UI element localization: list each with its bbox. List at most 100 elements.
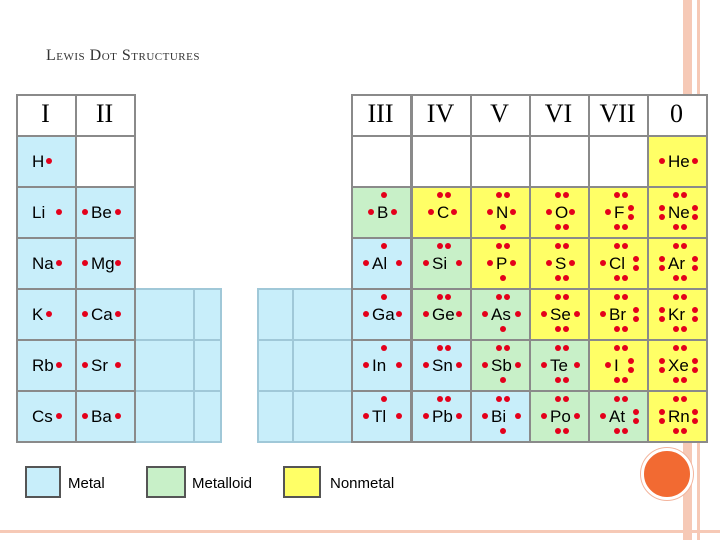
- valence-electron-dot: [621, 396, 628, 402]
- empty-cell: [411, 135, 472, 188]
- valence-electron-dot: [115, 260, 121, 266]
- element-symbol: Kr: [668, 305, 685, 324]
- element-cell-rn: [647, 390, 708, 443]
- valence-electron-dot: [444, 243, 451, 249]
- valence-electron-dot: [503, 396, 510, 402]
- valence-electron-dot: [423, 260, 429, 266]
- valence-electron-dot: [692, 214, 698, 220]
- valence-electron-dot: [115, 209, 121, 215]
- valence-electron-dot: [396, 362, 402, 368]
- valence-electron-dot: [444, 345, 451, 351]
- valence-electron-dot: [680, 326, 687, 332]
- valence-electron-dot: [499, 428, 506, 434]
- group-header-label: VI: [544, 99, 573, 128]
- valence-electron-dot: [692, 205, 698, 211]
- valence-electron-dot: [46, 158, 52, 164]
- valence-electron-dot: [692, 265, 698, 271]
- valence-electron-dot: [633, 418, 639, 424]
- valence-electron-dot: [574, 311, 580, 317]
- element-symbol: Si: [432, 254, 448, 273]
- element-symbol: Xe: [668, 356, 689, 375]
- valence-electron-dot: [562, 294, 569, 300]
- valence-electron-dot: [423, 311, 429, 317]
- valence-electron-dot: [659, 205, 665, 211]
- element-symbol: Be: [91, 203, 112, 222]
- element-symbol: Rn: [668, 407, 690, 426]
- valence-electron-dot: [451, 209, 457, 215]
- element-symbol: At: [609, 407, 626, 426]
- valence-electron-dot: [499, 275, 506, 281]
- transition-metal-cell: [193, 288, 222, 341]
- group-header-label: V: [490, 99, 509, 128]
- element-symbol: Br: [609, 305, 626, 324]
- element-symbol: O: [555, 203, 569, 222]
- valence-electron-dot: [554, 243, 561, 249]
- valence-electron-dot: [613, 345, 620, 351]
- valence-electron-dot: [628, 214, 634, 220]
- valence-electron-dot: [680, 396, 687, 402]
- valence-electron-dot: [396, 413, 402, 419]
- element-cell-li: [16, 186, 77, 239]
- valence-electron-dot: [380, 192, 387, 198]
- valence-electron-dot: [546, 209, 552, 215]
- valence-electron-dot: [659, 358, 665, 364]
- valence-electron-dot: [396, 260, 402, 266]
- transition-metal-cell: [193, 339, 222, 392]
- valence-electron-dot: [82, 413, 88, 419]
- valence-electron-dot: [495, 345, 502, 351]
- valence-electron-dot: [495, 243, 502, 249]
- valence-electron-dot: [562, 243, 569, 249]
- valence-electron-dot: [680, 377, 687, 383]
- valence-electron-dot: [515, 311, 521, 317]
- valence-electron-dot: [363, 260, 369, 266]
- valence-electron-dot: [554, 326, 561, 332]
- transition-metal-cell: [134, 339, 195, 392]
- element-symbol: As: [491, 305, 511, 324]
- legend-swatch-nonmetal: [283, 466, 321, 498]
- valence-electron-dot: [82, 260, 88, 266]
- valence-electron-dot: [633, 409, 639, 415]
- valence-electron-dot: [562, 396, 569, 402]
- valence-electron-dot: [487, 260, 493, 266]
- element-symbol: Cl: [609, 254, 626, 273]
- element-symbol: Na: [32, 254, 54, 273]
- valence-electron-dot: [628, 205, 634, 211]
- valence-electron-dot: [562, 377, 569, 383]
- valence-electron-dot: [621, 345, 628, 351]
- valence-electron-dot: [436, 396, 443, 402]
- group-header-cell: [411, 94, 472, 137]
- valence-electron-dot: [487, 209, 493, 215]
- element-symbol: Bi: [491, 407, 507, 426]
- valence-electron-dot: [680, 275, 687, 281]
- valence-electron-dot: [659, 214, 665, 220]
- element-symbol: Mg: [91, 254, 115, 273]
- element-symbol: Cs: [32, 407, 53, 426]
- valence-electron-dot: [436, 243, 443, 249]
- valence-electron-dot: [515, 362, 521, 368]
- valence-electron-dot: [391, 209, 397, 215]
- element-cell-ba: [75, 390, 136, 443]
- valence-electron-dot: [495, 192, 502, 198]
- element-symbol: Sb: [491, 356, 512, 375]
- transition-metal-cell: [257, 339, 294, 392]
- valence-electron-dot: [562, 326, 569, 332]
- valence-electron-dot: [659, 265, 665, 271]
- valence-electron-dot: [672, 192, 679, 198]
- valence-electron-dot: [499, 377, 506, 383]
- element-symbol: He: [668, 152, 690, 171]
- element-symbol: In: [372, 356, 387, 375]
- valence-electron-dot: [659, 158, 665, 164]
- transition-metal-cell: [257, 390, 294, 443]
- valence-electron-dot: [499, 224, 506, 230]
- valence-electron-dot: [605, 362, 611, 368]
- transition-metal-cell: [292, 390, 353, 443]
- valence-electron-dot: [680, 428, 687, 434]
- valence-electron-dot: [672, 294, 679, 300]
- valence-electron-dot: [613, 377, 620, 383]
- valence-electron-dot: [562, 428, 569, 434]
- valence-electron-dot: [380, 345, 387, 351]
- transition-metal-cell: [134, 390, 195, 443]
- element-symbol: Ge: [432, 305, 455, 324]
- valence-electron-dot: [659, 316, 665, 322]
- valence-electron-dot: [503, 243, 510, 249]
